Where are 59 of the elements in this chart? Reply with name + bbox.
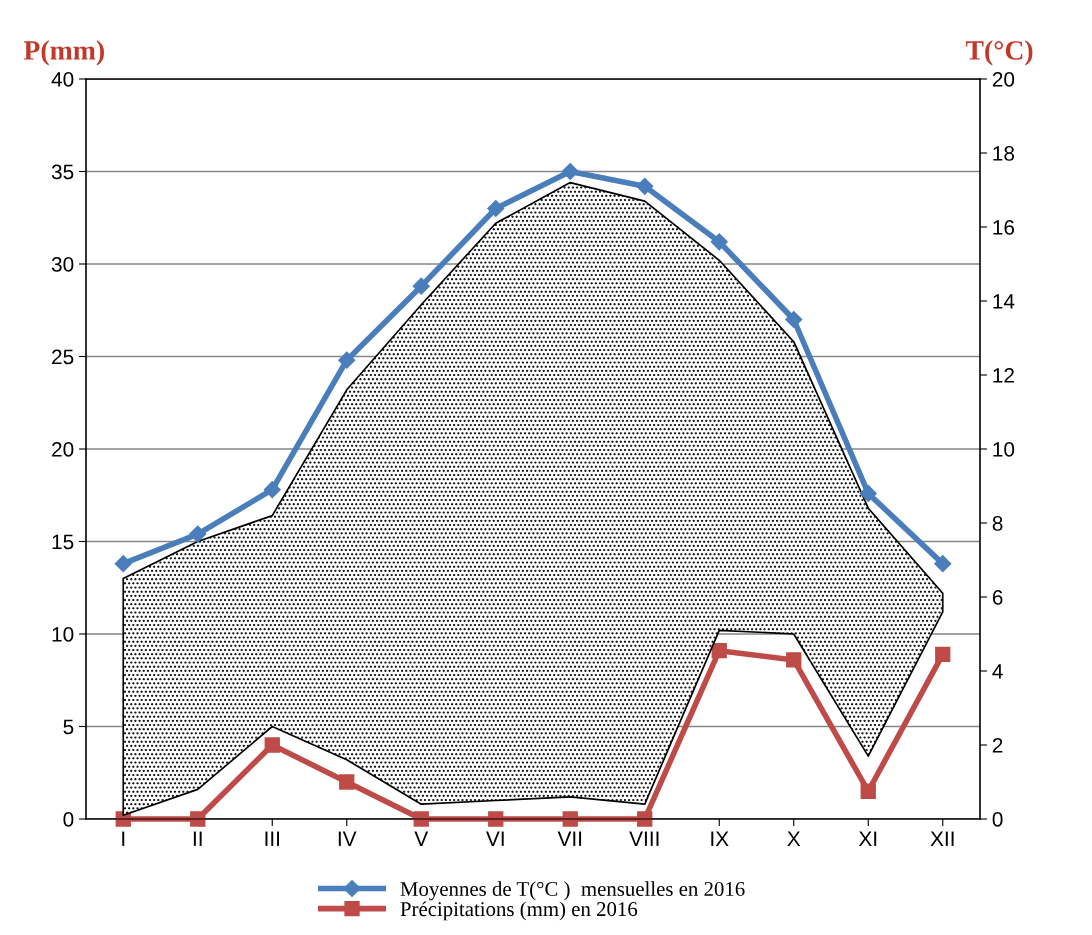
y-tick-label: 0 [63, 812, 74, 827]
y-axis-title: P(mm) [23, 40, 104, 66]
x-tick-label: VII [557, 831, 582, 846]
point [413, 811, 429, 827]
x-tick-label: I [122, 831, 125, 846]
y2-axis-title: T(°C) [965, 40, 1033, 66]
x-tick-label: II [193, 831, 202, 846]
point [263, 481, 281, 499]
point [637, 811, 653, 827]
point [935, 646, 951, 662]
y2-tick-label: 16 [993, 220, 1015, 235]
x-tick-label: VI [486, 831, 504, 846]
y2-tick-label: 8 [992, 516, 1003, 531]
point [488, 811, 504, 827]
point [114, 555, 132, 573]
y2-tick-label: 18 [993, 146, 1015, 161]
point [785, 310, 803, 329]
x-tick-label: XI [858, 831, 877, 846]
x-tick-label: IX [711, 831, 729, 846]
legend-label: Moyennes de T(°C ) mensuelles en 2016 [400, 881, 745, 901]
point [264, 737, 280, 753]
y2-tick-label: 12 [993, 368, 1014, 383]
point [412, 277, 430, 295]
point [562, 811, 578, 827]
x-tick-label: III [265, 831, 280, 846]
y-tick-label: 20 [52, 442, 74, 457]
point [339, 774, 355, 790]
x-tick-label: VIII [629, 831, 659, 846]
x-tick-label: V [414, 831, 429, 846]
y-tick-label: 30 [51, 257, 74, 272]
x-tick-label: XII [930, 831, 954, 846]
y2-tick-label: 0 [992, 812, 1003, 827]
y-tick-label: 5 [63, 719, 74, 735]
x-tick-label: X [787, 831, 801, 846]
point [710, 233, 728, 251]
y2-tick-label: 6 [992, 590, 1003, 605]
point [860, 783, 876, 799]
y-tick-label: 10 [52, 627, 74, 642]
point [561, 162, 579, 181]
y-tick-label: 35 [51, 164, 74, 180]
y2-tick-label: 4 [992, 664, 1003, 679]
point [189, 525, 207, 543]
point [859, 484, 877, 502]
point [338, 351, 356, 369]
y-tick-label: 40 [51, 72, 74, 87]
y-tick-label: 15 [52, 534, 74, 550]
point [934, 555, 952, 573]
y2-tick-label: 14 [993, 294, 1015, 309]
y2-tick-label: 10 [993, 442, 1015, 457]
y2-tick-label: 20 [992, 72, 1015, 87]
point [487, 199, 505, 218]
point [786, 652, 802, 668]
y-tick-label: 25 [52, 349, 74, 365]
y2-tick-label: 2 [992, 738, 1003, 753]
point [711, 643, 727, 659]
point [190, 811, 206, 827]
point [636, 177, 654, 195]
legend-label: Précipitations (mm) en 2016 [400, 901, 638, 921]
x-tick-label: IV [338, 831, 357, 846]
